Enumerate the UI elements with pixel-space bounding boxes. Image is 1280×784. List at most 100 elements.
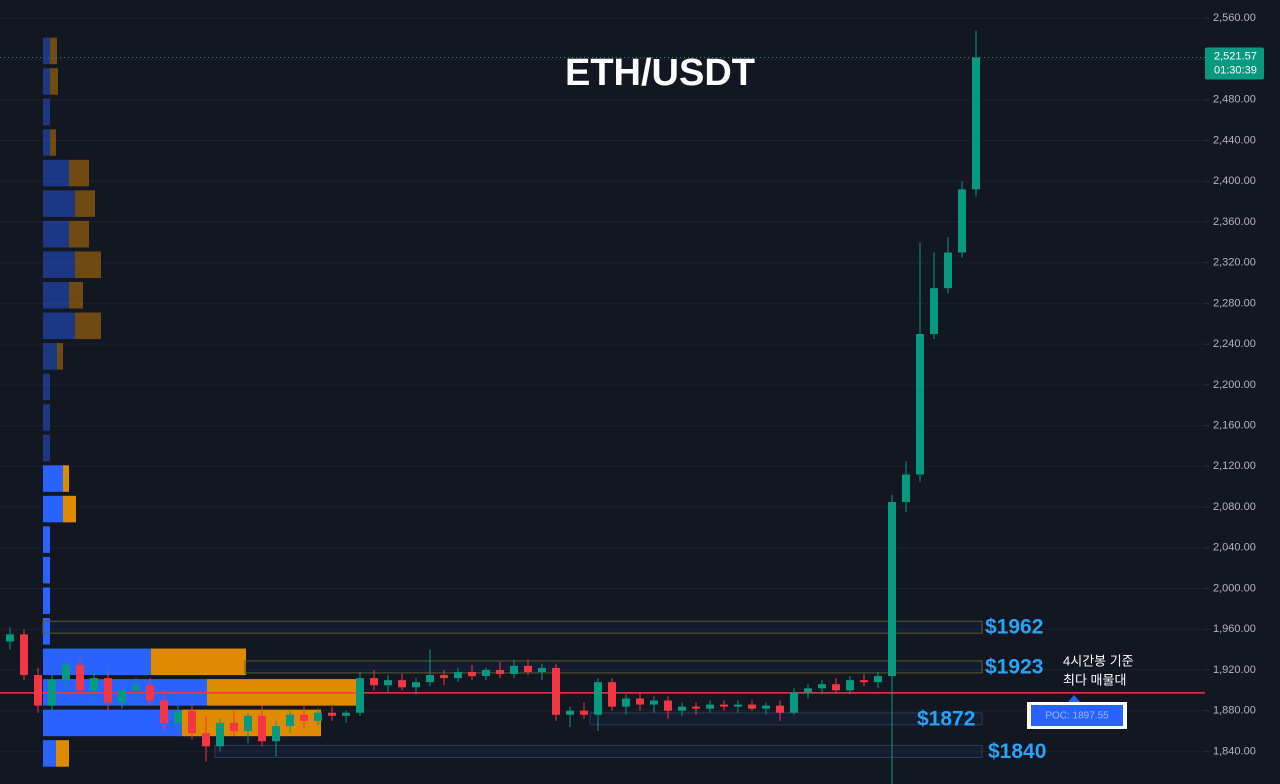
candle-body xyxy=(636,698,644,705)
candle-body xyxy=(440,675,448,679)
y-tick-label: 2,040.00 xyxy=(1213,542,1256,554)
profile-buy xyxy=(43,129,50,156)
profile-sell xyxy=(69,282,83,309)
profile-sell xyxy=(50,37,57,65)
y-tick-label: 2,480.00 xyxy=(1213,94,1256,106)
profile-sell xyxy=(75,190,95,217)
candle-body xyxy=(398,680,406,688)
profile-sell xyxy=(75,251,101,278)
candle-body xyxy=(678,706,686,711)
profile-sell xyxy=(151,648,246,676)
candle-body xyxy=(902,474,910,502)
candle-body xyxy=(188,710,196,734)
profile-buy xyxy=(43,648,151,676)
profile-buy xyxy=(43,37,50,65)
level-label: $1923 xyxy=(985,655,1043,678)
y-tick-label: 2,280.00 xyxy=(1213,297,1256,309)
candle-body xyxy=(342,712,350,716)
candle-body xyxy=(370,678,378,686)
candle-body xyxy=(300,714,308,721)
last-price-tag xyxy=(1205,47,1264,80)
candles xyxy=(6,30,980,784)
levels: $1962 $1923 $1872 $1840 xyxy=(0,616,1205,763)
annotation: 최다 매물대 xyxy=(1063,672,1126,687)
level-label: $1872 xyxy=(917,707,975,730)
candle-body xyxy=(846,680,854,691)
candle-body xyxy=(146,685,154,701)
candle-body xyxy=(818,684,826,689)
candle-body xyxy=(76,664,84,691)
y-tick-label: 2,400.00 xyxy=(1213,175,1256,187)
level-zone xyxy=(214,744,983,758)
profile-buy xyxy=(43,282,69,309)
candle-body xyxy=(972,57,980,190)
y-tick-label: 2,360.00 xyxy=(1213,216,1256,228)
candle-body xyxy=(118,690,126,703)
y-tick-label: 2,200.00 xyxy=(1213,379,1256,391)
candle-body xyxy=(412,682,420,688)
candle-body xyxy=(944,252,952,289)
profile-buy xyxy=(43,587,50,614)
candle-body xyxy=(356,678,364,713)
profile-buy xyxy=(43,495,63,523)
candle-body xyxy=(860,680,868,683)
level-zone xyxy=(244,660,983,674)
candle-body xyxy=(174,710,182,723)
candle-body xyxy=(552,667,560,715)
candle-body xyxy=(314,712,322,721)
candle-body xyxy=(734,704,742,707)
level-label: $1962 xyxy=(985,616,1043,639)
profile-buy xyxy=(43,68,50,95)
profile-buy xyxy=(43,312,75,340)
candle-body xyxy=(566,710,574,715)
y-tick-label: 1,840.00 xyxy=(1213,745,1256,757)
candle-body xyxy=(496,669,504,675)
profile-sell xyxy=(75,312,101,340)
profile-buy xyxy=(43,465,63,492)
profile-buy xyxy=(43,709,182,737)
profile-buy xyxy=(43,618,50,645)
profile-buy xyxy=(43,404,50,431)
candle-body xyxy=(244,715,252,732)
candle-body xyxy=(930,288,938,334)
candle-body xyxy=(34,675,42,706)
y-tick-label: 2,320.00 xyxy=(1213,257,1256,269)
candle-body xyxy=(202,733,210,747)
profile-sell xyxy=(50,129,56,156)
profile-buy xyxy=(43,526,50,553)
profile-sell xyxy=(50,68,58,95)
y-tick-label: 2,120.00 xyxy=(1213,460,1256,472)
poc-pointer xyxy=(1068,695,1080,702)
profile-buy xyxy=(43,159,69,187)
tags: 2,521.57 01:30:39 POC: 1897.55 xyxy=(0,47,1264,729)
candle-body xyxy=(692,706,700,709)
candle-body xyxy=(538,667,546,672)
candle-body xyxy=(776,705,784,713)
candle-body xyxy=(790,692,798,713)
y-tick-label: 2,240.00 xyxy=(1213,338,1256,350)
level-zone xyxy=(42,620,983,634)
y-tick-label: 2,560.00 xyxy=(1213,12,1256,24)
profile-sell xyxy=(63,465,69,492)
profile-buy xyxy=(43,251,75,278)
candle-body xyxy=(48,680,56,706)
candle-body xyxy=(454,672,462,679)
candle-body xyxy=(888,501,896,677)
candle-body xyxy=(748,704,756,709)
poc-label: POC: 1897.55 xyxy=(1045,711,1109,722)
candle-body xyxy=(706,704,714,709)
candle-body xyxy=(958,189,966,253)
y-tick-label: 2,440.00 xyxy=(1213,134,1256,146)
candle-body xyxy=(524,665,532,672)
profile-sell xyxy=(69,220,89,248)
candle-body xyxy=(832,684,840,691)
profile-buy xyxy=(43,190,75,217)
y-tick-label: 1,960.00 xyxy=(1213,623,1256,635)
candle-body xyxy=(594,682,602,715)
y-tick-label: 1,880.00 xyxy=(1213,705,1256,717)
profile-buy xyxy=(43,98,50,126)
candle-body xyxy=(216,722,224,747)
profile-sell xyxy=(57,343,63,370)
candle-body xyxy=(286,714,294,726)
profile-sell xyxy=(63,495,76,523)
